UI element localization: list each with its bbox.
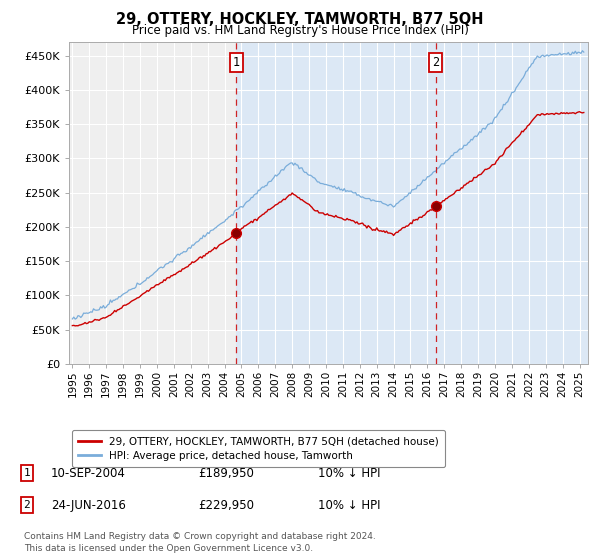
Text: 24-JUN-2016: 24-JUN-2016 xyxy=(51,498,126,512)
Text: 10-SEP-2004: 10-SEP-2004 xyxy=(51,466,126,480)
Text: Price paid vs. HM Land Registry's House Price Index (HPI): Price paid vs. HM Land Registry's House … xyxy=(131,24,469,36)
Text: 1: 1 xyxy=(23,468,31,478)
Text: 10% ↓ HPI: 10% ↓ HPI xyxy=(318,498,380,512)
Text: 10% ↓ HPI: 10% ↓ HPI xyxy=(318,466,380,480)
Text: 1: 1 xyxy=(233,57,240,69)
Legend: 29, OTTERY, HOCKLEY, TAMWORTH, B77 5QH (detached house), HPI: Average price, det: 29, OTTERY, HOCKLEY, TAMWORTH, B77 5QH (… xyxy=(71,431,445,467)
Text: £189,950: £189,950 xyxy=(198,466,254,480)
Text: 2: 2 xyxy=(432,57,439,69)
Bar xyxy=(436,42,588,364)
Text: 2: 2 xyxy=(23,500,31,510)
Bar xyxy=(236,42,436,364)
Text: Contains HM Land Registry data © Crown copyright and database right 2024.
This d: Contains HM Land Registry data © Crown c… xyxy=(24,533,376,553)
Bar xyxy=(69,42,236,364)
Text: £229,950: £229,950 xyxy=(198,498,254,512)
Text: 29, OTTERY, HOCKLEY, TAMWORTH, B77 5QH: 29, OTTERY, HOCKLEY, TAMWORTH, B77 5QH xyxy=(116,12,484,27)
